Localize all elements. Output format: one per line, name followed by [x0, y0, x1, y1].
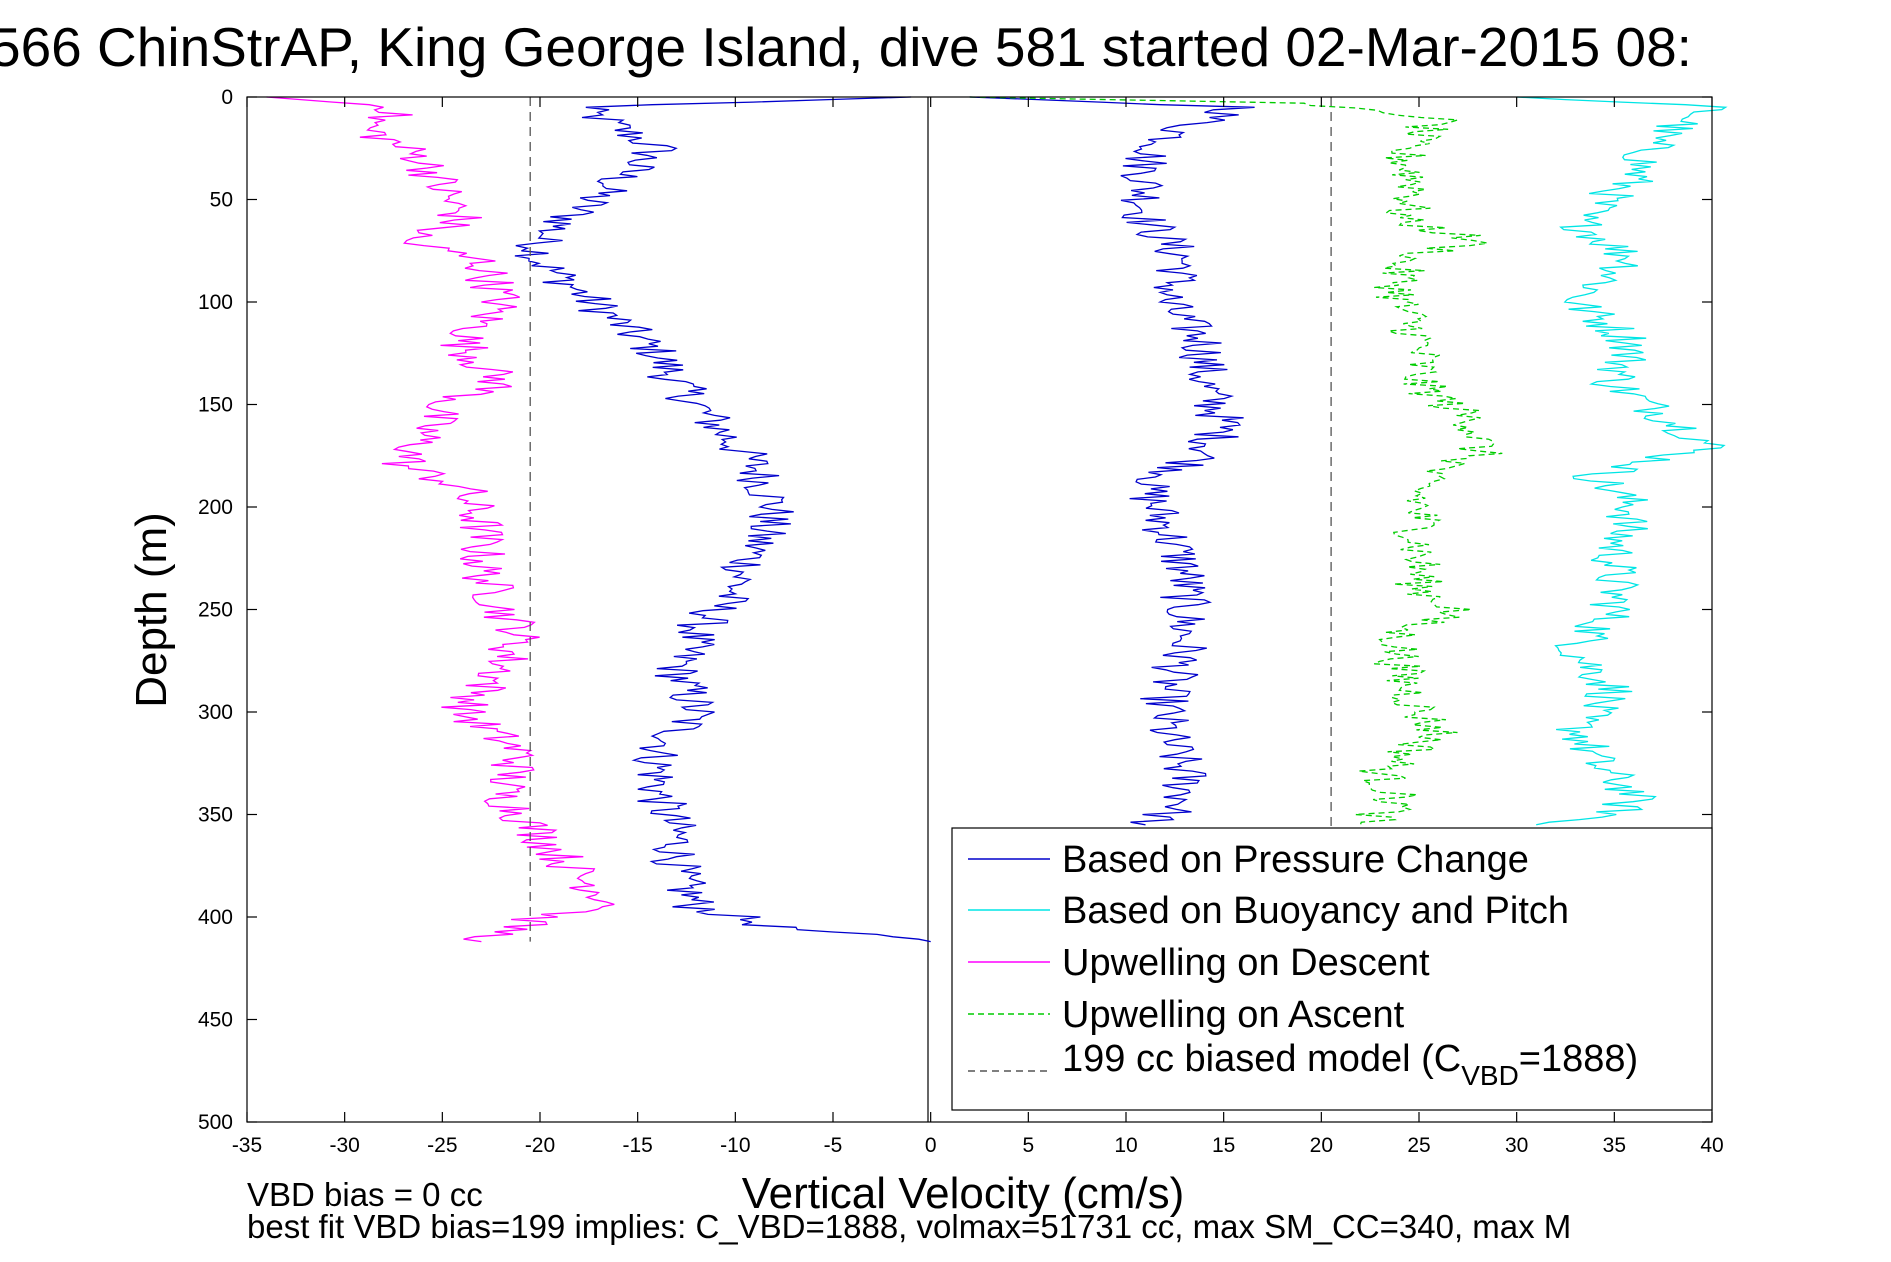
x-tick-label: 0	[925, 1134, 937, 1157]
y-tick-label: 300	[198, 701, 233, 724]
x-tick-label: -5	[824, 1134, 843, 1157]
legend-model-prefix: 199 cc biased model (C	[1062, 1038, 1461, 1080]
legend: Based on Pressure Change Based on Buoyanc…	[951, 827, 1713, 1111]
x-tick-label: 40	[1700, 1134, 1723, 1157]
y-axis-label: Depth (m)	[127, 512, 176, 708]
chart-title: 566 ChinStrAP, King George Island, dive …	[0, 16, 1692, 78]
legend-label: Based on Buoyancy and Pitch	[1062, 890, 1569, 932]
y-tick-label: 0	[221, 86, 233, 109]
y-tick-label: 500	[198, 1111, 233, 1134]
legend-entries: Based on Pressure Change Based on Buoyanc…	[968, 839, 1569, 1036]
y-tick-label: 400	[198, 906, 233, 929]
y-tick-label: 100	[198, 291, 233, 314]
series-line	[514, 96, 931, 943]
x-tick-label: -20	[525, 1134, 555, 1157]
x-tick-label: -15	[622, 1134, 652, 1157]
y-tick-label: 350	[198, 804, 233, 827]
series-line	[969, 96, 1255, 826]
y-tick-label: 250	[198, 599, 233, 622]
best-fit-note: best fit VBD bias=199 implies: C_VBD=188…	[247, 1208, 1572, 1245]
x-tick-label: 15	[1212, 1134, 1235, 1157]
y-tick-label: 450	[198, 1009, 233, 1032]
x-axis: -35 -30 -25 -20 -15 -10 -5 0 5 10 15 20 25 30 35 40	[232, 97, 1724, 1157]
series-layer	[266, 96, 1728, 943]
x-axis-label: Vertical Velocity (cm/s)	[742, 1169, 1185, 1218]
y-tick-label: 150	[198, 394, 233, 417]
legend-label: Based on Pressure Change	[1062, 839, 1529, 881]
legend-label: Upwelling on Descent	[1062, 942, 1430, 984]
x-tick-label: -10	[720, 1134, 750, 1157]
legend-model-label: 199 cc biased model (CVBD=1888)	[1062, 1038, 1638, 1091]
x-tick-label: -25	[427, 1134, 457, 1157]
legend-box	[951, 827, 1713, 1111]
y-tick-label: 50	[210, 189, 233, 212]
x-tick-label: -30	[329, 1134, 359, 1157]
series-line	[266, 96, 615, 943]
x-tick-label: -35	[232, 1134, 262, 1157]
x-tick-label: 10	[1114, 1134, 1137, 1157]
legend-model-subscript: VBD	[1461, 1060, 1519, 1091]
x-tick-label: 5	[1022, 1134, 1034, 1157]
legend-label: Upwelling on Ascent	[1062, 994, 1405, 1036]
y-axis: 0 50 100 150 200 250 300 350 400 450 500	[198, 86, 1712, 1134]
y-tick-label: 200	[198, 496, 233, 519]
x-tick-label: 30	[1505, 1134, 1528, 1157]
vbd-bias-note: VBD bias = 0 cc	[247, 1176, 483, 1213]
legend-model-suffix: =1888)	[1519, 1038, 1638, 1080]
x-tick-label: 20	[1310, 1134, 1333, 1157]
x-tick-label: 35	[1603, 1134, 1626, 1157]
x-tick-label: 25	[1407, 1134, 1430, 1157]
series-line	[1516, 96, 1728, 826]
